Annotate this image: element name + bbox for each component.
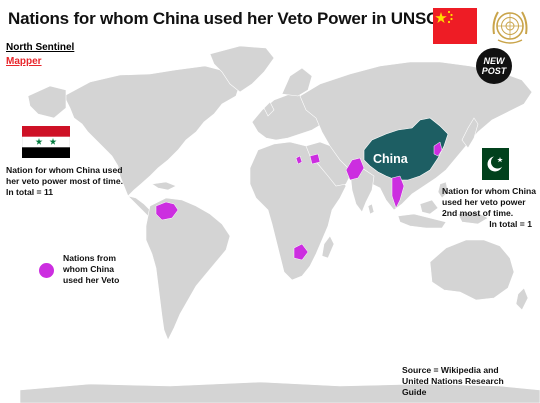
veto-myanmar — [391, 175, 405, 209]
legend-label: Nations from whom China used her Veto — [63, 253, 120, 285]
veto-venezuela — [155, 201, 179, 221]
source-note: Source = Wikipedia and United Nations Re… — [402, 365, 504, 397]
veto-pakistan-afghanistan — [345, 157, 365, 181]
pakistan-note-text: Nation for whom China used her veto powe… — [442, 186, 537, 218]
india — [349, 167, 375, 213]
greenland — [209, 45, 275, 93]
new-post-badge: NEW POST — [476, 48, 512, 84]
veto-zimbabwe — [293, 243, 309, 261]
scandinavia — [281, 67, 313, 97]
veto-syria — [309, 153, 321, 165]
australia — [429, 239, 515, 301]
flag-of-china — [433, 8, 477, 44]
credit-line-1: North Sentinel — [6, 42, 75, 53]
credit-line-2: Mapper — [6, 56, 42, 67]
china — [363, 117, 449, 181]
china-label: China — [373, 152, 408, 166]
legend-swatch — [39, 263, 54, 278]
page-title: Nations for whom China used her Veto Pow… — [8, 9, 439, 28]
veto-yemen — [295, 155, 303, 165]
veto-north-korea — [433, 141, 443, 157]
antarctica — [19, 381, 540, 403]
pakistan-note-total: In total = 1 — [489, 219, 532, 229]
indonesia — [397, 213, 447, 229]
flag-of-syria — [22, 126, 70, 158]
philippines — [437, 181, 449, 199]
new-guinea — [457, 211, 489, 225]
south-america — [145, 197, 231, 341]
north-america — [63, 65, 241, 197]
uk — [263, 101, 275, 117]
sri-lanka — [367, 203, 375, 215]
madagascar — [321, 235, 335, 259]
borneo — [419, 199, 439, 215]
un-emblem — [492, 11, 528, 44]
syria-note: Nation for whom China used her veto powe… — [6, 165, 123, 197]
caribbean — [151, 181, 177, 191]
new-zealand — [515, 287, 529, 311]
flag-of-pakistan — [473, 148, 509, 180]
alaska — [27, 85, 67, 119]
pakistan-note: Nation for whom China used her veto powe… — [442, 186, 540, 230]
japan — [461, 117, 479, 149]
